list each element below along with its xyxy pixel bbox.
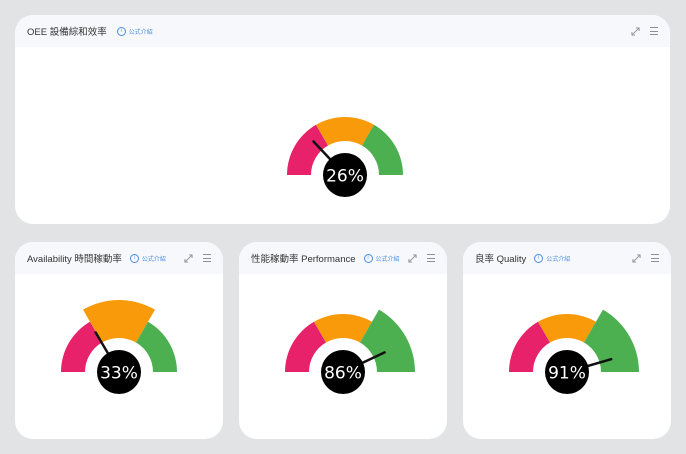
- formula-label: 公式介紹: [141, 256, 166, 263]
- card-title: Availability 時間稼動率: [27, 254, 122, 265]
- menu-icon[interactable]: [651, 254, 659, 262]
- gauge: 91%: [509, 309, 639, 394]
- card-header: 性能稼動率 Performance i 公式介紹: [239, 242, 447, 274]
- gauge-band-green: [360, 309, 415, 372]
- info-icon: i: [116, 26, 126, 36]
- menu-icon[interactable]: [427, 254, 435, 262]
- gauge-hub: [545, 350, 589, 394]
- gauge-value: 33%: [100, 364, 138, 384]
- card-title: 良率 Quality: [475, 254, 527, 265]
- gauge: 86%: [285, 309, 415, 394]
- formula-label: 公式介紹: [375, 256, 400, 263]
- gauge-hub: [323, 153, 367, 197]
- formula-link[interactable]: i 公式介紹: [534, 253, 571, 263]
- gauge-band-red: [61, 321, 102, 372]
- info-icon: i: [129, 253, 139, 263]
- card-header: OEE 設備綜和效率 i 公式介紹: [15, 15, 670, 47]
- formula-label: 公式介紹: [128, 29, 153, 36]
- gauge: 26%: [287, 116, 403, 197]
- gauge: 33%: [61, 300, 177, 394]
- menu-icon[interactable]: [650, 27, 658, 35]
- card-header: Availability 時間稼動率 i 公式介紹: [15, 242, 223, 274]
- card-header: 良率 Quality i 公式介紹: [463, 242, 671, 274]
- gauge-band-red: [285, 321, 326, 372]
- gauge-band-red: [287, 124, 328, 175]
- gauge-band-red: [509, 321, 550, 372]
- gauge-value: 86%: [324, 364, 362, 384]
- performance-card: 性能稼動率 Performance i 公式介紹 86%: [239, 242, 447, 439]
- gauge-band-green: [584, 309, 639, 372]
- card-title: OEE 設備綜和效率: [27, 27, 107, 38]
- expand-icon[interactable]: [631, 26, 640, 36]
- gauge-band-green: [136, 321, 177, 372]
- card-title: 性能稼動率 Performance: [251, 254, 356, 265]
- gauge-value: 91%: [548, 364, 586, 384]
- menu-icon[interactable]: [203, 254, 211, 262]
- gauge-band-orange: [538, 313, 596, 343]
- gauge-value: 26%: [326, 167, 364, 187]
- quality-card: 良率 Quality i 公式介紹 91%: [463, 242, 671, 439]
- expand-icon[interactable]: [408, 253, 417, 263]
- availability-card: Availability 時間稼動率 i 公式介紹 33%: [15, 242, 223, 439]
- gauge-band-orange: [314, 313, 372, 343]
- gauge-band-orange: [316, 116, 374, 146]
- gauge-band-green: [362, 124, 403, 175]
- formula-link[interactable]: i 公式介紹: [363, 253, 400, 263]
- formula-link[interactable]: i 公式介紹: [116, 26, 153, 36]
- gauge-hub: [97, 350, 141, 394]
- info-icon: i: [534, 253, 544, 263]
- gauge-band-orange: [83, 300, 155, 343]
- oee-card: OEE 設備綜和效率 i 公式介紹 26%: [15, 15, 670, 224]
- info-icon: i: [363, 253, 373, 263]
- gauge-hub: [321, 350, 365, 394]
- formula-link[interactable]: i 公式介紹: [129, 253, 166, 263]
- expand-icon[interactable]: [632, 253, 641, 263]
- expand-icon[interactable]: [184, 253, 193, 263]
- formula-label: 公式介紹: [546, 256, 571, 263]
